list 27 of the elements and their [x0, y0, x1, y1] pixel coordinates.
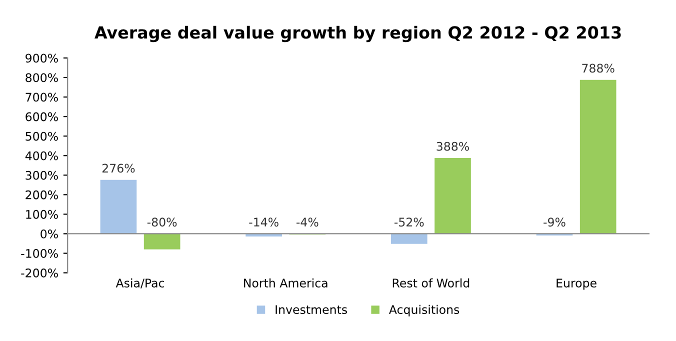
y-tick-label: 200%	[26, 190, 58, 200]
legend-label: Acquisitions	[388, 304, 460, 316]
x-tick-label: Rest of World	[392, 278, 470, 288]
y-tick-label: 900%	[26, 54, 58, 63]
data-label: -14%	[249, 218, 278, 227]
x-tick-label: Asia/Pac	[116, 278, 164, 288]
data-label: -52%	[394, 218, 424, 227]
data-label: 276%	[102, 164, 135, 173]
x-tick-label: North America	[244, 278, 328, 288]
y-tick-label: 500%	[26, 132, 58, 141]
data-label: -4%	[296, 218, 318, 227]
y-tick-label: -200%	[21, 268, 58, 278]
chart-title: Average deal value growth by region Q2 2012 - Q2 2013	[94, 26, 621, 42]
y-tick-label: 0%	[40, 229, 58, 238]
data-label: -9%	[544, 218, 566, 227]
y-tick-label: 300%	[26, 170, 58, 180]
y-tick-label: 800%	[26, 73, 58, 82]
data-label: 788%	[582, 64, 614, 73]
y-tick-label: -100%	[21, 248, 58, 258]
y-tick-label: 700%	[26, 92, 58, 102]
legend-label: Investments	[276, 305, 348, 314]
data-label: -80%	[147, 218, 177, 227]
data-label: 388%	[436, 142, 469, 151]
y-tick-label: 600%	[26, 112, 58, 122]
y-tick-label: 400%	[25, 151, 58, 160]
y-tick-label: 100%	[26, 210, 58, 219]
x-tick-label: Europe	[556, 278, 596, 290]
